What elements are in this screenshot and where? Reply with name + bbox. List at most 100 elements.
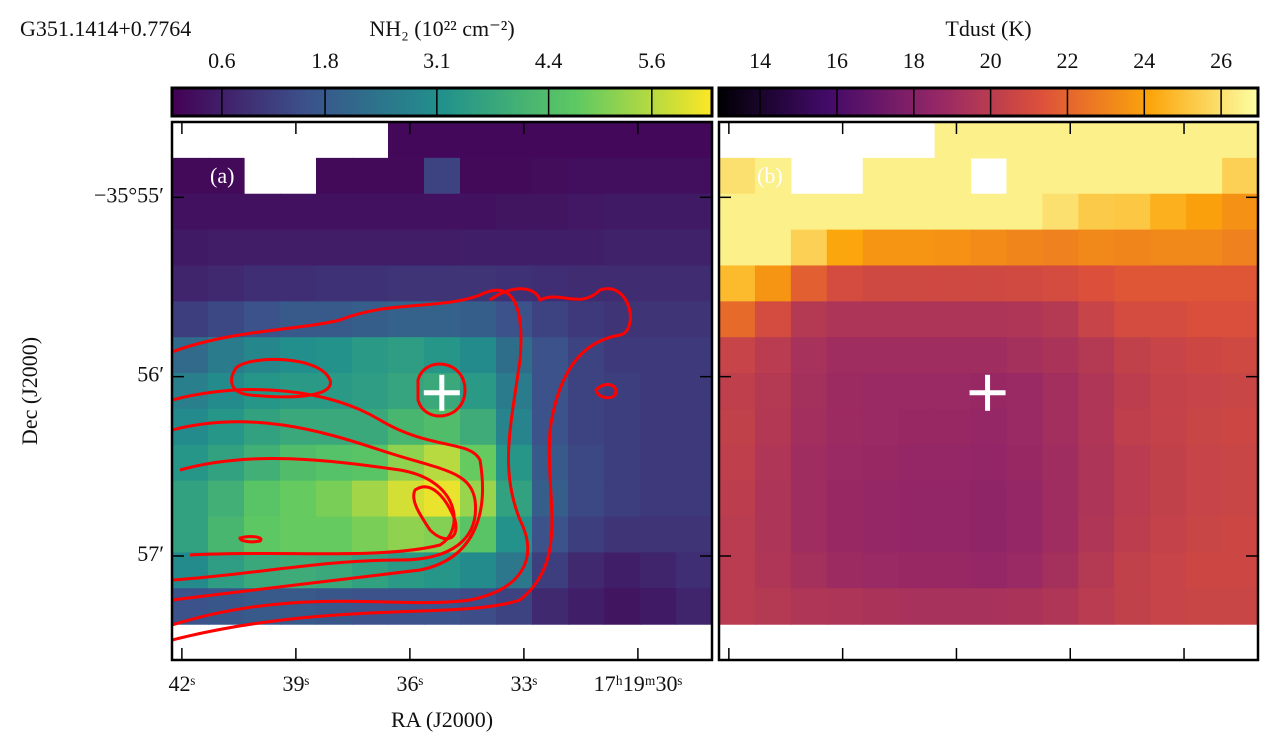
- pixel: [1078, 516, 1115, 553]
- chart-title: G351.1414+0.7764: [20, 16, 191, 41]
- pixel: [970, 588, 1008, 625]
- pixel: [898, 157, 936, 195]
- pixel: [826, 337, 864, 374]
- pixel: [280, 337, 317, 374]
- pixel: [1186, 265, 1223, 302]
- pixel: [1186, 588, 1223, 625]
- pixel: [1114, 552, 1151, 589]
- colorbar-tick-label: 20: [980, 48, 1002, 73]
- pixel: [244, 193, 281, 231]
- pixel: [568, 480, 605, 518]
- pixel: [1042, 229, 1079, 267]
- pixel: [1186, 444, 1223, 482]
- contours: [172, 287, 632, 642]
- pixel: [754, 337, 792, 374]
- pixel: [568, 122, 605, 159]
- pixel: [280, 265, 317, 302]
- pixel: [790, 265, 828, 302]
- pixel: [1042, 301, 1079, 338]
- pixel: [826, 373, 864, 410]
- pixel: [244, 444, 281, 482]
- pixel: [1078, 588, 1115, 625]
- pixel: [898, 337, 936, 374]
- pixel: [1006, 480, 1043, 518]
- pixel: [898, 301, 936, 338]
- pixel: [604, 373, 641, 410]
- pixel: [1006, 408, 1043, 446]
- pixel: [1078, 229, 1115, 267]
- pixel: [754, 301, 792, 338]
- pixel: [898, 193, 936, 231]
- pixel: [934, 552, 972, 589]
- pixel: [604, 588, 641, 625]
- pixel: [719, 193, 756, 231]
- pixel: [208, 337, 245, 374]
- pixel: [862, 516, 900, 553]
- pixel: [862, 408, 900, 446]
- pixel: [640, 122, 677, 159]
- pixel: [568, 516, 605, 553]
- y-tick-label: −35°55′: [94, 182, 164, 207]
- pixel: [496, 157, 533, 195]
- pixel: [1114, 193, 1151, 231]
- pixel: [352, 552, 389, 589]
- pixel: [1114, 373, 1151, 410]
- pixel: [316, 193, 353, 231]
- pixel: [826, 480, 864, 518]
- pixel: [460, 444, 497, 482]
- pixel: [640, 301, 677, 338]
- contour: [172, 288, 530, 627]
- pixel: [1042, 193, 1079, 231]
- pixel: [460, 301, 497, 338]
- pixel: [719, 588, 756, 625]
- pixel: [1114, 265, 1151, 302]
- colorbar: [170, 86, 714, 118]
- pixel: [676, 444, 713, 482]
- pixel: [496, 193, 533, 231]
- pixel: [532, 157, 569, 195]
- x-tick-label: 17ʰ19ᵐ30ˢ: [594, 671, 683, 696]
- pixel: [719, 301, 756, 338]
- pixel: [1042, 265, 1079, 302]
- pixel: [719, 480, 756, 518]
- pixel: [1150, 408, 1187, 446]
- pixel: [568, 229, 605, 267]
- contour: [238, 535, 263, 544]
- pixel: [1186, 552, 1223, 589]
- pixel: [934, 373, 972, 410]
- pixel: [1186, 337, 1223, 374]
- pixel: [1114, 337, 1151, 374]
- pixel: [640, 480, 677, 518]
- pixel: [1150, 588, 1187, 625]
- colorbar-tick-label: 1.8: [311, 48, 339, 73]
- pixel: [1186, 480, 1223, 518]
- pixel: [532, 193, 569, 231]
- pixel: [208, 480, 245, 518]
- pixel: [1042, 337, 1079, 374]
- pixel: [676, 157, 713, 195]
- colorbar-tick-label: 4.4: [535, 48, 563, 73]
- pixel: [640, 408, 677, 446]
- pixel: [862, 265, 900, 302]
- pixel: [898, 480, 936, 518]
- pixel: [862, 552, 900, 589]
- pixel: [532, 552, 569, 589]
- pixel: [1006, 337, 1043, 374]
- pixel: [1042, 516, 1079, 553]
- pixel: [1078, 301, 1115, 338]
- pixel: [460, 480, 497, 518]
- pixel: [604, 301, 641, 338]
- pixel: [1078, 552, 1115, 589]
- pixel: [640, 229, 677, 267]
- pixel: [826, 265, 864, 302]
- pixel: [388, 265, 425, 302]
- pixel: [604, 408, 641, 446]
- pixel: [172, 157, 209, 195]
- pixel: [316, 265, 353, 302]
- pixel: [1222, 193, 1259, 231]
- pixel: [532, 229, 569, 267]
- pixel: [970, 301, 1008, 338]
- pixel: [934, 265, 972, 302]
- pixel: [826, 588, 864, 625]
- pixel: [1150, 552, 1187, 589]
